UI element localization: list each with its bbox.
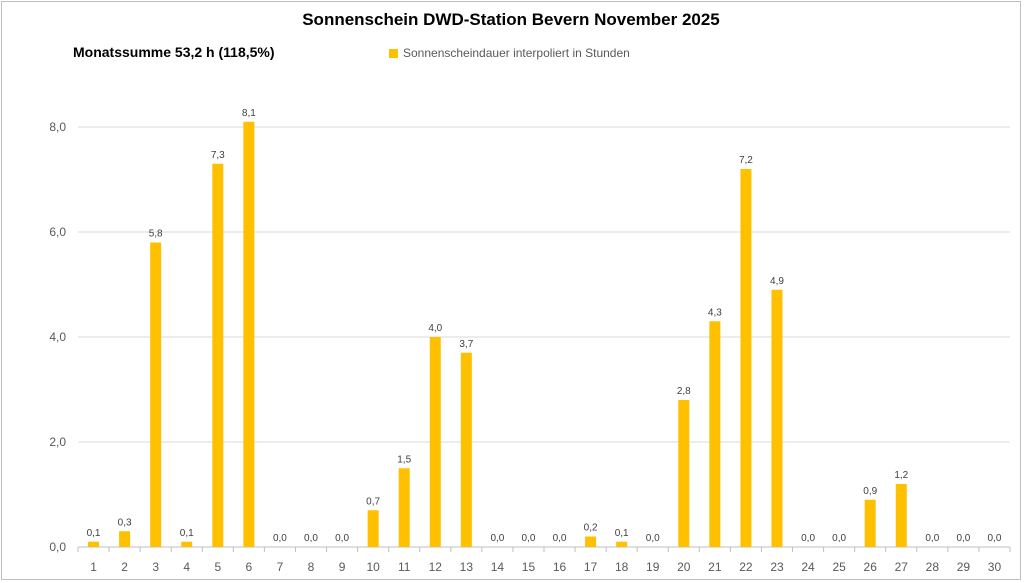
data-label: 1,2 [894, 470, 908, 481]
x-tick-label: 8 [308, 560, 315, 574]
x-tick-label: 21 [708, 560, 722, 574]
bar [212, 163, 224, 547]
data-label: 0,0 [522, 533, 536, 544]
x-tick-label: 9 [339, 560, 346, 574]
data-label: 7,3 [211, 150, 225, 161]
bar [864, 499, 876, 547]
x-tick-label: 10 [366, 560, 380, 574]
x-tick-label: 28 [926, 560, 940, 574]
bar [243, 121, 255, 547]
x-tick-label: 18 [615, 560, 629, 574]
data-label: 0,9 [863, 486, 877, 497]
data-label: 4,3 [708, 307, 722, 318]
bar [119, 531, 131, 547]
bar [678, 400, 690, 547]
x-tick-label: 7 [277, 560, 284, 574]
x-tick-label: 2 [121, 560, 128, 574]
data-label: 0,1 [87, 528, 101, 539]
x-tick-label: 19 [646, 560, 660, 574]
bar [367, 510, 379, 547]
data-label: 0,0 [553, 533, 567, 544]
data-label: 0,1 [180, 528, 194, 539]
data-label: 1,5 [397, 454, 411, 465]
data-label: 8,1 [242, 108, 256, 119]
x-tick-label: 30 [988, 560, 1002, 574]
x-tick-label: 14 [491, 560, 505, 574]
x-tick-label: 1 [90, 560, 97, 574]
chart-subtitle: Monatssumme 53,2 h (118,5%) [73, 44, 275, 60]
x-tick-label: 6 [246, 560, 253, 574]
legend-swatch [389, 48, 398, 58]
data-label: 0,0 [304, 533, 318, 544]
x-tick-label: 22 [739, 560, 753, 574]
x-tick-label: 25 [832, 560, 846, 574]
x-tick-label: 4 [183, 560, 190, 574]
data-label: 0,0 [956, 533, 970, 544]
x-tick-label: 15 [522, 560, 536, 574]
y-tick-label: 2,0 [49, 435, 66, 449]
x-tick-label: 29 [957, 560, 971, 574]
x-tick-label: 13 [460, 560, 474, 574]
legend-label: Sonnenscheindauer interpoliert in Stunde… [403, 46, 630, 60]
data-label: 3,7 [459, 339, 473, 350]
data-label: 0,0 [832, 533, 846, 544]
data-label: 0,0 [335, 533, 349, 544]
bar [150, 242, 162, 547]
bar [740, 169, 752, 547]
bar [181, 541, 193, 547]
data-label: 4,0 [428, 323, 442, 334]
data-label: 0,0 [490, 533, 504, 544]
data-label: 4,9 [770, 276, 784, 287]
y-tick-label: 8,0 [49, 120, 66, 134]
data-label: 0,3 [118, 517, 132, 528]
x-tick-label: 3 [152, 560, 159, 574]
x-tick-label: 26 [864, 560, 878, 574]
x-tick-label: 16 [553, 560, 567, 574]
data-label: 0,0 [925, 533, 939, 544]
data-label: 7,2 [739, 155, 753, 166]
chart-title: Sonnenschein DWD-Station Bevern November… [302, 10, 720, 29]
data-label: 0,2 [584, 523, 598, 534]
data-label: 0,0 [801, 533, 815, 544]
data-label: 2,8 [677, 386, 691, 397]
bar [585, 536, 597, 547]
bar [460, 352, 472, 547]
x-tick-label: 17 [584, 560, 598, 574]
bar [398, 468, 410, 547]
y-tick-label: 0,0 [49, 540, 66, 554]
legend: Sonnenscheindauer interpoliert in Stunde… [389, 46, 630, 60]
x-tick-label: 24 [801, 560, 815, 574]
x-tick-label: 23 [770, 560, 784, 574]
bar [771, 289, 783, 547]
x-tick-label: 27 [895, 560, 909, 574]
bar [895, 484, 907, 547]
data-label: 0,0 [646, 533, 660, 544]
y-tick-label: 4,0 [49, 330, 66, 344]
data-label: 0,0 [273, 533, 287, 544]
data-label: 5,8 [149, 229, 163, 240]
data-label: 0,1 [615, 528, 629, 539]
x-tick-label: 5 [214, 560, 221, 574]
bar [709, 321, 721, 547]
x-tick-label: 20 [677, 560, 691, 574]
x-tick-label: 11 [398, 560, 411, 574]
y-tick-label: 6,0 [49, 225, 66, 239]
data-label: 0,0 [988, 533, 1002, 544]
bar [616, 541, 628, 547]
data-label: 0,7 [366, 496, 380, 507]
x-tick-label: 12 [429, 560, 443, 574]
bar [429, 337, 441, 547]
bar [88, 541, 100, 547]
